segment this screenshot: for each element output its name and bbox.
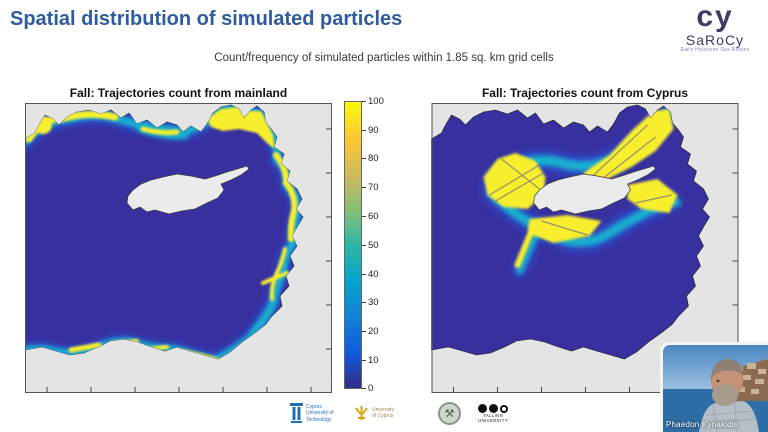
- colorbar-tick: [362, 158, 366, 159]
- trajectory-streaks: [489, 124, 672, 236]
- page-title: Spatial distribution of simulated partic…: [10, 8, 403, 30]
- colorbar: [344, 101, 362, 389]
- right-map-title: Fall: Trajectories count from Cyprus: [481, 86, 689, 100]
- cut-column-icon: [290, 403, 303, 423]
- plot-border: [431, 103, 739, 393]
- tallinn-university-logo: TALLINN UNIVERSITY: [478, 404, 508, 424]
- colorbar-label: 80: [368, 153, 379, 164]
- cut-logo: Cyprus University of Technology: [290, 403, 334, 424]
- sarocy-logo: cy SaRoCy Early Holocene Sea Routes: [670, 2, 760, 53]
- cyprus-island-mask: [126, 165, 250, 215]
- webcam-name-label: Phaedon Kyriakidis: [666, 420, 739, 429]
- axis-ticks: [46, 128, 331, 392]
- right-map-heatmap: [431, 103, 739, 393]
- tallinn-logo-text: TALLINN: [482, 413, 504, 418]
- colorbar-tick: [362, 388, 366, 389]
- sarocy-monogram-icon: cy: [696, 0, 734, 33]
- colorbar-label: 40: [368, 269, 379, 280]
- colorbar-tick: [362, 274, 366, 275]
- cyprus-island-mask: [533, 165, 656, 215]
- colorbar-label: 70: [368, 182, 379, 193]
- slide-subtitle: Count/frequency of simulated particles w…: [214, 52, 554, 64]
- seal-icon: ⚒: [438, 402, 461, 425]
- colorbar-label: 60: [368, 211, 379, 222]
- ucy-logo-text: of Cyprus: [372, 413, 394, 419]
- colorbar-tick: [362, 331, 366, 332]
- sarocy-tagline: Early Holocene Sea Routes: [680, 47, 750, 53]
- colorbar-tick: [362, 130, 366, 131]
- colorbar-tick: [362, 187, 366, 188]
- ucy-logo-text: University: [372, 406, 394, 413]
- colorbar-label: 100: [368, 96, 384, 107]
- cut-logo-text: University of: [306, 410, 334, 417]
- colorbar-label: 30: [368, 297, 379, 308]
- colorbar-tick: [362, 245, 366, 246]
- tallinn-logo-text: UNIVERSITY: [478, 418, 509, 424]
- cut-logo-text: Technology: [306, 416, 332, 423]
- colorbar-tick: [362, 101, 366, 102]
- left-map-heatmap: [25, 103, 332, 393]
- sarocy-name: SaRoCy: [685, 32, 745, 48]
- ucy-logo: University of Cyprus: [354, 404, 394, 422]
- ucy-emblem-icon: [355, 406, 368, 420]
- colorbar-label: 0: [368, 383, 374, 394]
- three-circles-icon: [478, 404, 508, 413]
- colorbar-tick: [362, 302, 366, 303]
- webcam-overlay[interactable]: Phaedon Kyriakidis: [660, 342, 768, 432]
- colorbar-label: 20: [368, 326, 379, 337]
- axis-ticks: [453, 128, 738, 392]
- webcam-scene: [663, 345, 768, 432]
- colorbar-tick: [362, 216, 366, 217]
- colorbar-label: 90: [368, 125, 379, 136]
- colorbar-tick: [362, 360, 366, 361]
- plot-border: [25, 103, 332, 393]
- colorbar-label: 10: [368, 355, 379, 366]
- university-seal-logo: ⚒: [438, 402, 461, 425]
- colorbar-label: 50: [368, 240, 379, 251]
- heat-layer-cyprus: [482, 105, 681, 277]
- left-map-title: Fall: Trajectories count from mainland: [69, 86, 288, 100]
- cut-logo-text: Cyprus: [306, 404, 322, 411]
- webcam-video: Phaedon Kyriakidis: [663, 345, 768, 432]
- presenter-person: [699, 359, 759, 432]
